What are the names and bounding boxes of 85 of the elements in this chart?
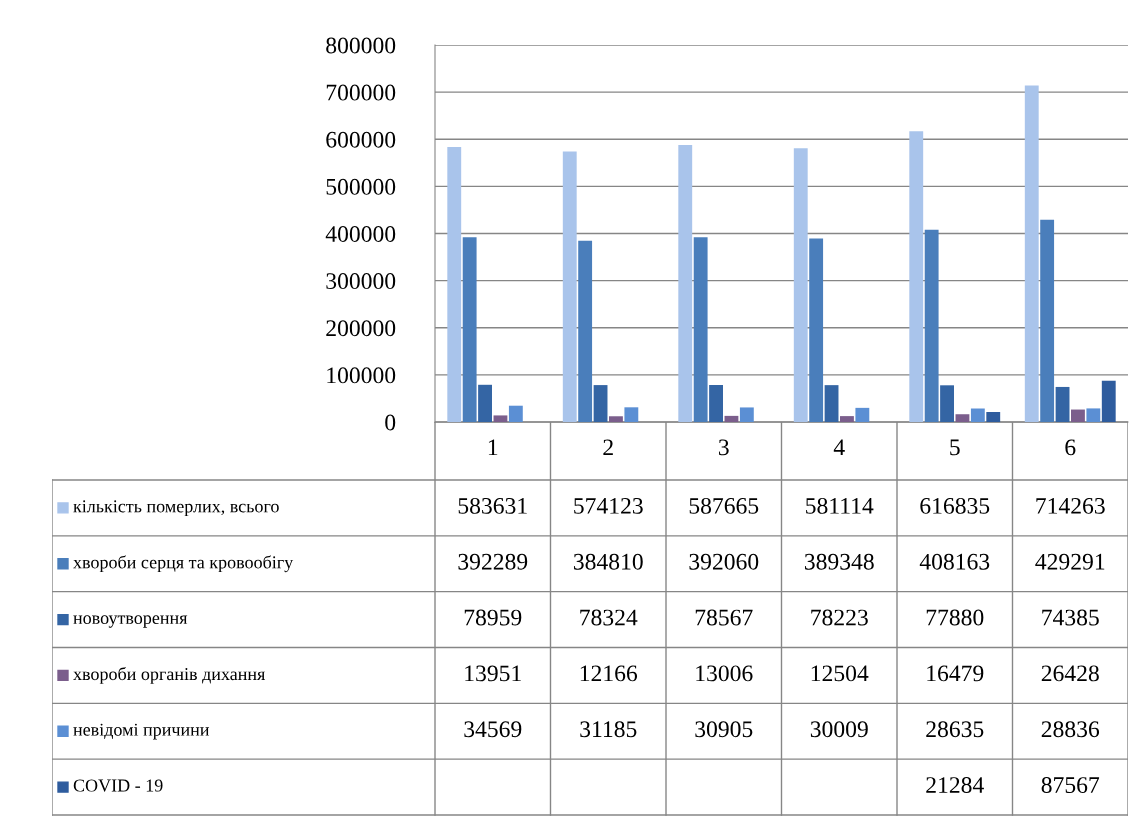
bar xyxy=(593,385,608,422)
bar xyxy=(739,407,754,422)
bar xyxy=(940,385,954,422)
data-label: 31185 xyxy=(580,721,637,738)
bar xyxy=(1055,386,1070,422)
bar xyxy=(986,411,1001,422)
data-label: 583631 xyxy=(458,497,527,514)
data-label: 574123 xyxy=(574,497,643,514)
data-label: 78223 xyxy=(811,609,868,626)
bar xyxy=(578,240,593,422)
bar xyxy=(709,384,723,422)
bar xyxy=(562,151,577,422)
bar xyxy=(447,146,462,422)
x-tick-label: 1 xyxy=(488,439,498,456)
y-tick-label: 0 xyxy=(385,414,396,431)
bar xyxy=(1086,408,1101,422)
bar xyxy=(508,405,523,422)
data-label: 12504 xyxy=(811,665,869,682)
data-label: 384810 xyxy=(573,553,643,570)
y-tick-label: 400000 xyxy=(325,225,396,242)
data-label: 587665 xyxy=(689,497,759,514)
bar xyxy=(1024,85,1039,422)
x-tick-label: 3 xyxy=(718,439,729,456)
legend-label: кількість померлих, всього xyxy=(73,500,279,517)
bar xyxy=(693,237,708,422)
bar xyxy=(724,415,739,422)
data-label: 78567 xyxy=(695,609,753,626)
legend-label: новоутворення xyxy=(73,615,188,628)
bar xyxy=(809,238,824,422)
data-label: 616835 xyxy=(920,497,990,514)
x-tick-label: 6 xyxy=(1065,439,1076,456)
data-label: 28635 xyxy=(926,721,984,738)
bar xyxy=(970,408,985,422)
y-tick-label: 200000 xyxy=(326,320,396,337)
bar xyxy=(924,229,939,422)
data-label: 74385 xyxy=(1042,609,1099,626)
data-label: 429291 xyxy=(1035,553,1105,570)
bar xyxy=(478,384,492,422)
data-label: 77880 xyxy=(926,609,984,626)
data-label: 714263 xyxy=(1036,497,1105,514)
bar xyxy=(955,414,970,422)
x-tick-label: 2 xyxy=(603,439,613,456)
y-tick-label: 700000 xyxy=(326,84,396,101)
data-label: 78959 xyxy=(464,609,522,626)
data-label: 13006 xyxy=(696,665,753,682)
bar xyxy=(462,237,477,422)
legend-label: хвороби серця та кровообігу xyxy=(73,555,294,573)
x-tick-label: 5 xyxy=(950,439,960,456)
data-label: 78324 xyxy=(580,609,638,626)
y-tick-label: 500000 xyxy=(326,178,396,195)
bar xyxy=(824,385,839,422)
data-label: 389348 xyxy=(804,553,874,570)
data-label: 13951 xyxy=(465,665,521,682)
bar xyxy=(678,145,693,422)
data-label: 87567 xyxy=(1041,777,1100,793)
bar xyxy=(909,131,924,422)
bar xyxy=(793,148,808,422)
bar xyxy=(855,407,870,422)
bar xyxy=(609,416,623,422)
bar xyxy=(493,415,508,422)
bar xyxy=(1071,409,1085,422)
x-tick-label: 4 xyxy=(833,439,845,456)
y-tick-label: 600000 xyxy=(326,131,396,148)
data-label: 16479 xyxy=(927,665,984,682)
data-label: 392060 xyxy=(689,553,759,570)
data-label: 12166 xyxy=(580,665,638,682)
data-label: 21284 xyxy=(926,777,984,793)
data-label: 26428 xyxy=(1041,665,1099,682)
legend-label: невідомі причини xyxy=(73,723,210,740)
data-label: 408163 xyxy=(919,553,990,570)
bar xyxy=(840,416,854,422)
legend-label: хвороби органів дихання xyxy=(73,667,266,684)
data-label: 392289 xyxy=(458,553,528,570)
data-label: 28836 xyxy=(1041,721,1100,738)
legend-label: COVID - 19 xyxy=(73,779,163,792)
bar xyxy=(1040,219,1055,422)
y-tick-label: 100000 xyxy=(327,367,396,384)
data-label: 30905 xyxy=(695,721,753,738)
data-label: 30009 xyxy=(810,721,868,738)
y-tick-label: 800000 xyxy=(326,37,396,54)
y-tick-label: 300000 xyxy=(326,273,396,290)
data-label: 581114 xyxy=(806,497,874,514)
data-label: 34569 xyxy=(464,721,522,738)
bar xyxy=(1101,380,1116,422)
bar xyxy=(624,407,639,422)
